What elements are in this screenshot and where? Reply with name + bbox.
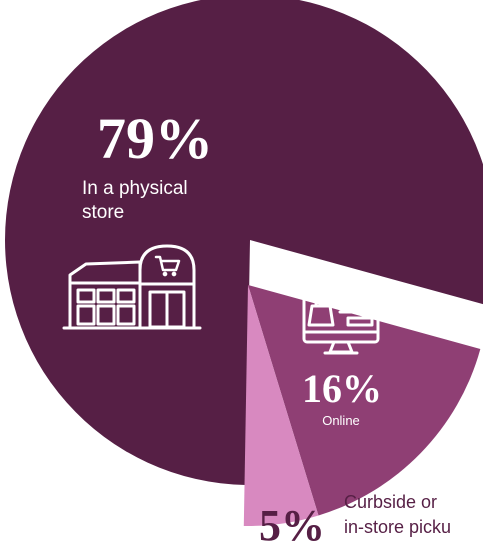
slice-label-online: Online bbox=[322, 413, 360, 428]
monitor-shopping-icon bbox=[302, 290, 380, 355]
slice-percent-online: 16% bbox=[302, 366, 382, 411]
slice-label-curbside-line1: Curbside or bbox=[344, 492, 437, 512]
pie-slice-physical-store bbox=[5, 0, 483, 485]
slice-percent-curbside: 5% bbox=[259, 501, 325, 545]
slice-label-physical-store-line2: store bbox=[82, 202, 124, 223]
slice-percent-physical-store: 79% bbox=[97, 106, 213, 171]
pie-slice-curbside bbox=[243, 285, 319, 526]
slice-label-curbside-line2: in-store picku bbox=[344, 517, 451, 537]
store-icon bbox=[62, 244, 202, 330]
slice-label-physical-store-line1: In a physical bbox=[82, 178, 188, 199]
